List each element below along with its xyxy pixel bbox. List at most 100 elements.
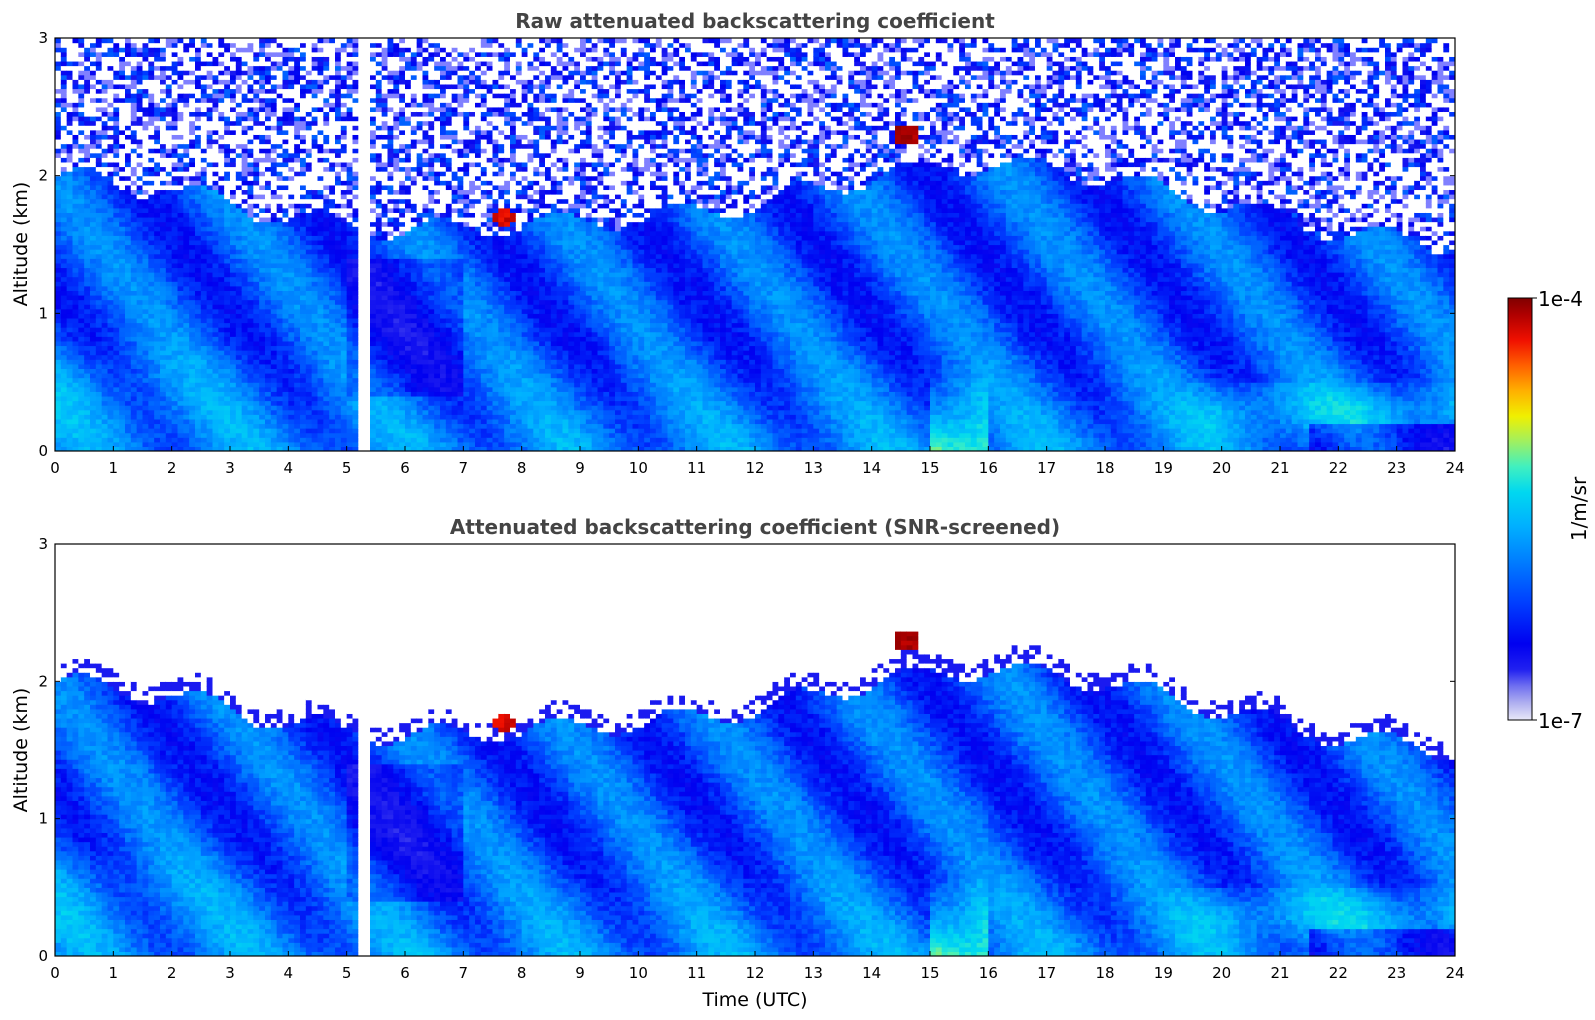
heatmap-cell <box>294 194 300 199</box>
heatmap-cell <box>90 332 96 337</box>
heatmap-cell <box>248 396 254 401</box>
heatmap-cell <box>329 405 335 410</box>
heatmap-cell <box>347 410 353 415</box>
heatmap-cell <box>312 345 318 350</box>
heatmap-cell <box>253 258 259 263</box>
heatmap-cell <box>183 185 189 190</box>
heatmap-cell <box>294 341 300 346</box>
heatmap-cell <box>166 217 172 222</box>
heatmap-cell <box>323 134 329 139</box>
heatmap-cell <box>125 98 131 103</box>
heatmap-cell <box>370 428 376 433</box>
heatmap-cell <box>376 332 382 337</box>
heatmap-cell <box>218 84 224 89</box>
heatmap-cell <box>265 336 271 341</box>
heatmap-cell <box>323 258 329 263</box>
heatmap-cell <box>96 217 102 222</box>
heatmap-cell <box>154 245 160 250</box>
heatmap-cell <box>218 277 224 282</box>
heatmap-cell <box>148 423 154 428</box>
heatmap-cell <box>55 258 61 263</box>
heatmap-cell <box>137 318 143 323</box>
heatmap-cell <box>271 93 277 98</box>
heatmap-cell <box>102 153 108 158</box>
heatmap-cell <box>195 61 201 66</box>
heatmap-cell <box>189 111 195 116</box>
heatmap-cell <box>55 313 61 318</box>
heatmap-cell <box>335 107 341 112</box>
heatmap-cell <box>224 373 230 378</box>
heatmap-cell <box>248 166 254 171</box>
heatmap-cell <box>312 66 318 71</box>
heatmap-cell <box>183 212 189 217</box>
heatmap-cell <box>73 231 79 236</box>
heatmap-cell <box>195 382 201 387</box>
heatmap-cell <box>178 102 184 107</box>
heatmap-cell <box>178 254 184 259</box>
heatmap-cell <box>312 414 318 419</box>
heatmap-cell <box>300 139 306 144</box>
heatmap-cell <box>323 56 329 61</box>
heatmap-cell <box>265 75 271 80</box>
heatmap-cell <box>55 121 61 126</box>
heatmap-cell <box>364 208 370 213</box>
heatmap-cell <box>113 88 119 93</box>
heatmap-cell <box>271 47 277 52</box>
heatmap-cell <box>318 323 324 328</box>
heatmap-cell <box>347 433 353 438</box>
heatmap-cell <box>306 130 312 135</box>
heatmap-cell <box>102 332 108 337</box>
heatmap-cell <box>78 153 84 158</box>
heatmap-cell <box>160 203 166 208</box>
heatmap-cell <box>84 217 90 222</box>
heatmap-cell <box>90 281 96 286</box>
heatmap-cell <box>195 286 201 291</box>
heatmap-cell <box>353 52 359 57</box>
heatmap-cell <box>323 281 329 286</box>
heatmap-cell <box>323 93 329 98</box>
heatmap-cell <box>253 433 259 438</box>
heatmap-cell <box>178 405 184 410</box>
heatmap-cell <box>113 300 119 305</box>
heatmap-cell <box>300 166 306 171</box>
heatmap-cell <box>183 286 189 291</box>
heatmap-cell <box>253 295 259 300</box>
heatmap-cell <box>318 272 324 277</box>
heatmap-cell <box>323 102 329 107</box>
heatmap-cell <box>61 240 67 245</box>
heatmap-cell <box>131 203 137 208</box>
heatmap-cell <box>259 171 265 176</box>
heatmap-cell <box>113 130 119 135</box>
heatmap-cell <box>166 387 172 392</box>
heatmap-cell <box>108 387 114 392</box>
heatmap-cell <box>253 304 259 309</box>
heatmap-cell <box>353 277 359 282</box>
heatmap-cell <box>148 387 154 392</box>
heatmap-cell <box>271 125 277 130</box>
heatmap-cell <box>96 286 102 291</box>
heatmap-cell <box>376 410 382 415</box>
heatmap-cell <box>341 249 347 254</box>
heatmap-cell <box>341 107 347 112</box>
heatmap-cell <box>335 185 341 190</box>
heatmap-cell <box>253 300 259 305</box>
heatmap-cell <box>178 300 184 305</box>
heatmap-cell <box>300 185 306 190</box>
heatmap-cell <box>113 323 119 328</box>
heatmap-cell <box>166 171 172 176</box>
heatmap-cell <box>108 359 114 364</box>
heatmap-cell <box>323 286 329 291</box>
heatmap-cell <box>61 350 67 355</box>
heatmap-cell <box>148 419 154 424</box>
heatmap-cell <box>61 300 67 305</box>
heatmap-cell <box>201 267 207 272</box>
heatmap-cell <box>230 309 236 314</box>
heatmap-cell <box>96 295 102 300</box>
heatmap-cell <box>172 433 178 438</box>
heatmap-cell <box>119 61 125 66</box>
heatmap-cell <box>78 428 84 433</box>
heatmap-cell <box>224 300 230 305</box>
heatmap-cell <box>55 111 61 116</box>
heatmap-cell <box>271 414 277 419</box>
heatmap-cell <box>376 304 382 309</box>
